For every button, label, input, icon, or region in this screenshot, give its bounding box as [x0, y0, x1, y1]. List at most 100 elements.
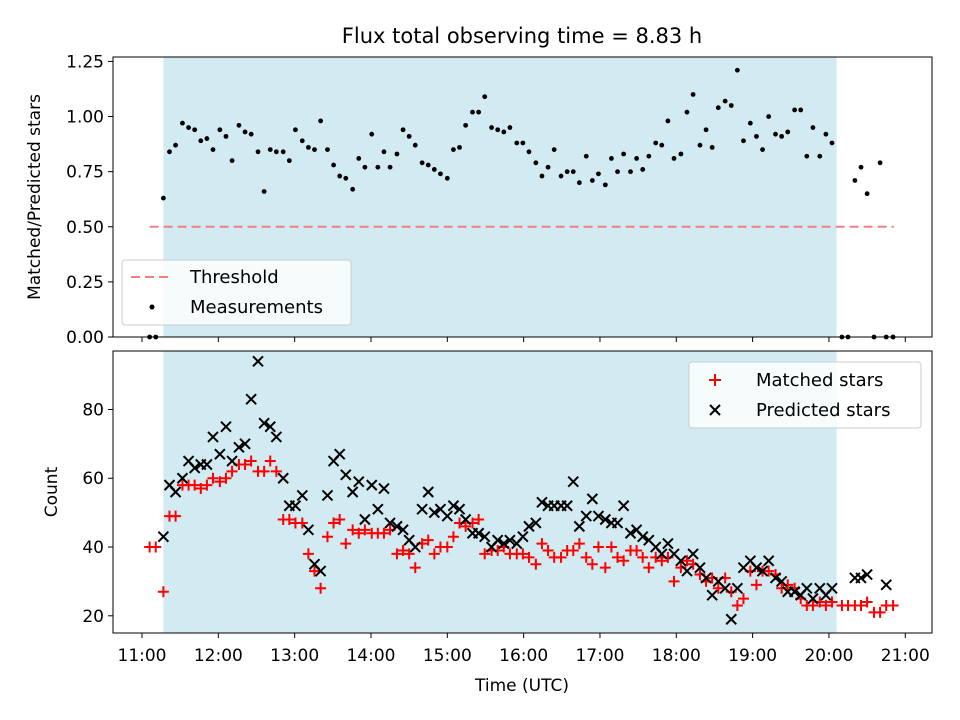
predicted-star-marker: [775, 575, 788, 588]
predicted-star-marker: [756, 565, 769, 577]
matched-star-marker: [403, 548, 415, 560]
matched-star-marker: [750, 579, 762, 591]
x-tick-label: 19:00: [728, 646, 777, 666]
predicted-star-marker: [233, 441, 245, 454]
measurement-point: [419, 160, 425, 166]
measurement-point: [621, 151, 627, 157]
measurement-point: [476, 109, 482, 115]
predicted-star-marker: [498, 537, 510, 550]
measurement-point: [628, 169, 633, 175]
top-y-tick-label: 0.00: [66, 328, 104, 348]
x-tick-label: 13:00: [270, 646, 319, 666]
x-axis-label: Time (UTC): [474, 676, 569, 696]
x-tick-label: 14:00: [346, 646, 395, 666]
x-tick-label: 12:00: [194, 646, 243, 666]
predicted-star-marker: [826, 582, 838, 595]
predicted-star-marker: [700, 572, 712, 584]
matched-star-marker: [340, 538, 352, 550]
matched-star-marker: [523, 551, 535, 563]
measurement-point: [766, 114, 772, 119]
predicted-star-marker: [517, 530, 529, 543]
bottom-legend: Matched stars Predicted stars: [688, 361, 922, 429]
matched-star-marker: [207, 472, 219, 484]
matched-star-marker: [157, 586, 169, 598]
predicted-star-marker: [637, 530, 649, 543]
matched-star-marker: [195, 483, 207, 495]
measurement-point: [192, 127, 198, 133]
predicted-star-marker: [157, 530, 170, 543]
predicted-star-marker: [239, 438, 251, 450]
predicted-star-marker: [169, 486, 182, 498]
matched-star-marker: [605, 541, 617, 553]
measurement-point: [728, 103, 734, 108]
matched-stars-points: [144, 455, 899, 618]
predicted-star-marker: [372, 503, 384, 515]
predicted-star-marker: [675, 555, 687, 567]
measurement-point: [381, 149, 387, 155]
matched-star-marker: [258, 465, 270, 477]
measurement-point: [760, 147, 765, 152]
predicted-star-marker: [391, 520, 403, 533]
matched-star-marker: [567, 544, 579, 556]
matched-star-marker: [460, 520, 472, 532]
matched-star-marker: [542, 544, 554, 556]
matched-star-marker: [270, 465, 282, 477]
matched-star-marker: [441, 541, 453, 553]
predicted-star-marker: [353, 475, 365, 488]
predicted-star-marker: [586, 493, 599, 505]
top-y-tick-label: 0.75: [66, 163, 104, 183]
matched-star-marker: [618, 555, 630, 567]
predicted-star-marker: [479, 530, 491, 543]
measurement-point: [773, 131, 778, 137]
predicted-star-marker: [617, 500, 630, 512]
predicted-star-marker: [855, 572, 867, 584]
measurement-point: [387, 164, 393, 170]
predicted-star-marker: [366, 479, 378, 491]
bottom-x-ticks: 11:00 12:00 13:00 14:00 15:00 16:00 17:00 18:00…: [118, 633, 930, 666]
measurement-point: [470, 109, 475, 115]
measurement-point: [451, 147, 456, 152]
bottom-legend-box: [688, 361, 922, 429]
predicted-star-marker: [573, 520, 586, 533]
measurement-point: [229, 158, 235, 164]
matched-star-marker: [656, 555, 668, 567]
predicted-star-marker: [719, 582, 731, 595]
predicted-star-marker: [264, 420, 276, 433]
legend-predicted-swatch: [709, 404, 721, 416]
matched-star-marker: [573, 538, 585, 550]
matched-star-marker: [763, 565, 775, 577]
measurement-point: [646, 153, 652, 159]
measurement-point: [715, 105, 721, 111]
measurement-point: [160, 195, 166, 201]
predicted-star-marker: [226, 455, 238, 467]
matched-star-marker: [599, 562, 611, 574]
top-legend-box: [121, 259, 352, 326]
measurement-point: [539, 173, 545, 179]
matched-star-marker: [592, 541, 604, 553]
measurement-point: [877, 160, 883, 166]
measurement-point: [858, 164, 864, 170]
measurement-point: [280, 149, 286, 155]
measurement-point: [198, 138, 204, 144]
predicted-star-marker: [176, 472, 189, 484]
measurement-point: [747, 120, 753, 126]
top-x-ticks: [141, 337, 906, 342]
matched-star-marker: [681, 555, 693, 567]
bottom-y-tick-label: 80: [82, 400, 104, 420]
measurement-point: [293, 127, 298, 133]
chart-title: Flux total observing time = 8.83 h: [342, 24, 702, 48]
predicted-star-marker: [880, 579, 892, 591]
predicted-star-marker: [762, 555, 775, 567]
matched-star-marker: [309, 565, 321, 577]
measurement-point: [267, 147, 273, 152]
matched-star-marker: [731, 599, 743, 611]
top-y-tick-label: 0.50: [66, 218, 104, 238]
matched-star-marker: [283, 514, 295, 526]
measurement-point: [406, 133, 412, 139]
measurement-point: [457, 144, 462, 150]
measurement-point: [223, 133, 229, 139]
bottom-y-ticks: 20 40 60 80: [82, 400, 113, 627]
top-axes-frame: [112, 56, 933, 338]
matched-star-marker: [226, 465, 238, 477]
